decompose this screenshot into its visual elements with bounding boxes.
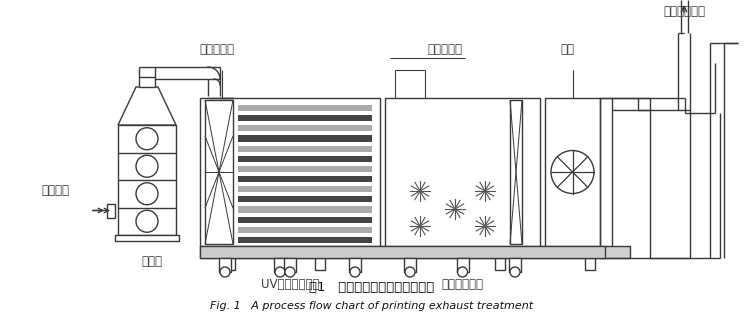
Bar [495,258,505,270]
Bar [509,258,521,272]
Bar [107,203,115,217]
Text: Fig. 1   A process flow chart of printing exhaust treatment: Fig. 1 A process flow chart of printing … [211,301,533,311]
Circle shape [136,155,158,177]
Bar [284,258,296,272]
Circle shape [551,151,594,193]
Text: 风机: 风机 [560,43,574,56]
Circle shape [220,267,230,277]
Polygon shape [118,87,176,125]
Bar [238,206,372,213]
Text: 雾化吸收装置: 雾化吸收装置 [441,278,484,291]
Circle shape [285,267,295,277]
Bar [510,100,522,244]
Bar [349,258,361,272]
Bar [238,166,372,172]
Bar [585,258,595,270]
Circle shape [136,210,158,232]
Text: UV光解氧化装置: UV光解氧化装置 [260,278,319,291]
Bar [200,98,380,246]
Bar [238,156,372,162]
Circle shape [510,267,520,277]
Circle shape [458,267,467,277]
Bar [238,217,372,223]
Circle shape [275,267,285,277]
Bar [225,258,235,270]
Text: 气雾分离器: 气雾分离器 [199,43,234,56]
Bar [115,235,179,241]
Bar [238,176,372,182]
Bar [315,258,325,270]
Bar [457,258,469,272]
Circle shape [405,267,415,277]
Circle shape [136,128,158,150]
Bar [238,105,372,111]
Bar [118,125,176,235]
Bar [238,237,372,243]
Bar [238,115,372,121]
Bar [205,100,233,244]
Bar [274,258,286,272]
Bar [545,98,600,246]
Bar [238,186,372,192]
Bar [238,135,372,141]
Bar [238,146,372,152]
Text: 净化气体排放: 净化气体排放 [663,5,705,18]
Bar [200,246,605,258]
Bar [219,258,231,272]
Text: 气雾分离器: 气雾分离器 [428,43,463,56]
Bar [385,98,540,246]
Bar [405,258,415,270]
Text: 图1   某印刷废气治理工艺流程图: 图1 某印刷废气治理工艺流程图 [310,281,434,294]
Bar [238,125,372,131]
Circle shape [136,183,158,205]
Bar [238,227,372,233]
Bar [238,196,372,203]
Circle shape [350,267,360,277]
Bar [404,258,416,272]
Bar [139,77,155,87]
Bar [200,246,630,258]
Text: 废气进口: 废气进口 [41,183,69,196]
Text: 喷淋塔: 喷淋塔 [141,255,162,268]
